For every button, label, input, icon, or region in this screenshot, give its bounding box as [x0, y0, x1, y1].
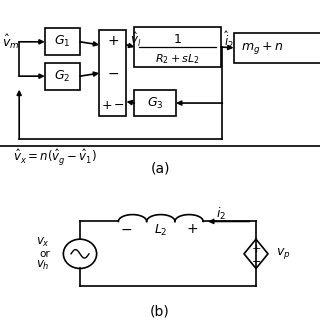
Text: $G_2$: $G_2$ — [54, 68, 70, 84]
Text: $\hat{i}_2$: $\hat{i}_2$ — [224, 30, 234, 51]
Text: (b): (b) — [150, 305, 170, 318]
Text: $+$: $+$ — [251, 243, 261, 254]
Text: $G_1$: $G_1$ — [54, 34, 71, 49]
Bar — [45, 28, 80, 55]
Text: $i_2$: $i_2$ — [216, 205, 226, 222]
Text: $-$: $-$ — [251, 255, 261, 265]
Bar — [99, 30, 126, 116]
Text: $G_3$: $G_3$ — [147, 95, 164, 111]
Text: $+$: $+$ — [186, 222, 198, 236]
Bar — [134, 90, 176, 116]
Text: $v_x$: $v_x$ — [36, 236, 50, 249]
Text: $\hat{v}_m$: $\hat{v}_m$ — [2, 33, 19, 51]
Text: $m_g + n$: $m_g + n$ — [241, 40, 284, 56]
Text: $\hat{v}_x = n(\hat{v}_g - \hat{v}_1)$: $\hat{v}_x = n(\hat{v}_g - \hat{v}_1)$ — [13, 147, 97, 167]
Text: $\hat{v}_l$: $\hat{v}_l$ — [130, 31, 141, 49]
Bar — [45, 63, 80, 90]
Text: (a): (a) — [150, 162, 170, 176]
Text: $-$: $-$ — [107, 66, 119, 80]
Text: or: or — [39, 249, 50, 259]
Text: $v_h$: $v_h$ — [36, 259, 50, 272]
Text: $L_2$: $L_2$ — [154, 223, 168, 238]
Text: $R_2 + sL_2$: $R_2 + sL_2$ — [155, 52, 200, 66]
Bar — [234, 33, 320, 63]
Text: $1$: $1$ — [173, 33, 182, 46]
Bar — [134, 27, 221, 67]
Text: $v_p$: $v_p$ — [276, 246, 291, 261]
Text: $+$: $+$ — [107, 34, 119, 48]
Text: $+-$: $+-$ — [101, 99, 125, 112]
Text: $-$: $-$ — [120, 222, 132, 236]
